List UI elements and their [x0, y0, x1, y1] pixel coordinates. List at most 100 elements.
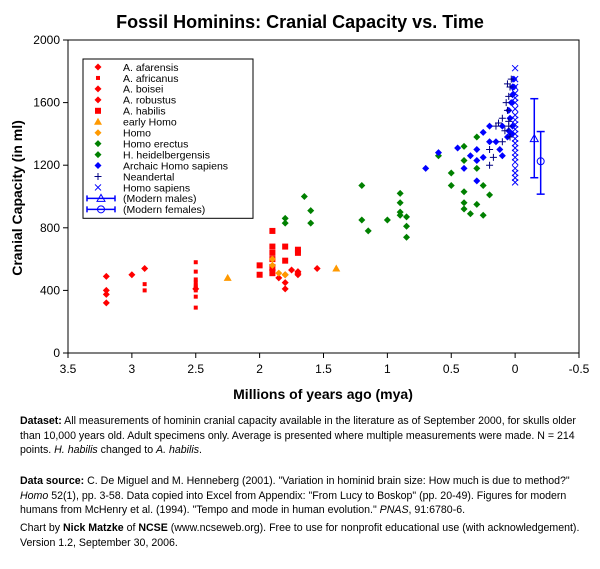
x-tick-label: 3 [129, 362, 136, 376]
archaic-homo-sapiens-point [510, 83, 518, 91]
archaic-homo-sapiens-point [498, 152, 506, 160]
archaic-homo-sapiens-point [454, 144, 462, 152]
early-homo-point [332, 264, 341, 272]
archaic-homo-sapiens-point [466, 152, 474, 160]
homo-erectus-point [396, 211, 404, 219]
dataset-caption: Dataset: All measurements of hominin cra… [20, 414, 590, 458]
homo-erectus-point [403, 233, 411, 241]
neandertal-point [486, 161, 494, 169]
homo-point [268, 261, 276, 269]
a-habilis-point [294, 249, 301, 256]
y-tick-label: 1600 [33, 96, 60, 110]
legend-modern-females-marker [97, 205, 105, 214]
legend-a-habilis-marker [95, 107, 101, 114]
source-journal-1: Homo [20, 489, 49, 502]
legend-archaic-homo-sapiens-marker [94, 162, 102, 170]
a-africanus-point [193, 294, 198, 299]
y-tick-label: 0 [53, 346, 60, 360]
homo-erectus-point [383, 216, 391, 224]
legend-a-afarensis-label: A. afarensis [123, 62, 178, 74]
homo-erectus-point [396, 189, 404, 197]
a-habilis-point [256, 262, 263, 269]
a-habilis-point [282, 257, 289, 264]
homo-erectus-point [358, 216, 366, 224]
homo-erectus-point [460, 188, 468, 196]
homo-erectus-point [479, 211, 487, 219]
y-tick-label: 2000 [33, 33, 60, 47]
source-journal-2: PNAS [379, 504, 409, 517]
neandertal-point [505, 117, 513, 125]
archaic-homo-sapiens-point [473, 157, 481, 165]
neandertal-point [507, 75, 515, 83]
legend-modern-females-label: (Modern females) [123, 204, 205, 216]
archaic-homo-sapiens-point [505, 127, 513, 135]
y-axis-label: Cranial Capacity (in ml) [9, 120, 25, 276]
legend-modern-males-label: (Modern males) [123, 193, 197, 205]
x-tick-label: 2 [256, 362, 263, 376]
a-africanus-point [193, 280, 198, 285]
legend-a-africanus-marker [96, 75, 100, 80]
legend-a-afarensis-marker [94, 63, 102, 71]
neandertal-point [502, 99, 510, 107]
a-afarensis-point [102, 286, 110, 294]
credit-text-2: of [123, 522, 139, 534]
a-afarensis-point [102, 299, 110, 307]
chart-title: Fossil Hominins: Cranial Capacity vs. Ti… [116, 12, 484, 32]
archaic-homo-sapiens-point [479, 128, 487, 136]
homo-erectus-point [307, 219, 315, 227]
archaic-homo-sapiens-point [486, 122, 494, 130]
a-africanus-point [142, 282, 147, 287]
homo-point [268, 255, 276, 263]
credit-text-3: (www.ncseweb.org). Free to use for nonpr… [20, 522, 580, 549]
homo-sapiens-point [511, 83, 519, 91]
homo-erectus-point [403, 213, 411, 221]
a-afarensis-point [102, 290, 110, 298]
homo-point [275, 269, 283, 277]
homo-erectus-point [300, 193, 308, 200]
archaic-homo-sapiens-point [486, 138, 494, 146]
source-label: Data source: [20, 475, 85, 487]
y-tick-label: 1200 [33, 158, 60, 172]
neandertal-point [505, 92, 513, 100]
neandertal-point [501, 127, 509, 135]
legend-a-habilis-label: A. habilis [123, 106, 166, 118]
credit-author: Nick Matzke [62, 522, 124, 534]
dataset-label: Dataset: [20, 415, 62, 427]
a-boisei-point [281, 285, 289, 293]
legend-neandertal-marker [94, 173, 102, 180]
a-afarensis-point [141, 264, 149, 272]
a-boisei-point [281, 279, 289, 287]
x-tick-label: 0.5 [443, 362, 460, 376]
homo-erectus-point [473, 200, 481, 208]
homo-sapiens-point [511, 75, 519, 83]
archaic-homo-sapiens-point [498, 122, 506, 130]
a-robustus-point [294, 268, 302, 276]
a-habilis-point [294, 246, 301, 253]
a-boisei-point [192, 285, 200, 293]
homo-sapiens-point [511, 158, 519, 166]
a-habilis-point [282, 243, 289, 250]
legend-early-homo-label: early Homo [123, 117, 177, 129]
legend-a-boisei-label: A. boisei [123, 84, 163, 96]
homo-erectus-point [396, 199, 404, 207]
credit-caption: Chart by Nick Matzke of NCSE (www.ncsewe… [20, 521, 590, 550]
x-tick-label: 2.5 [187, 362, 204, 376]
x-tick-label: 3.5 [60, 362, 77, 376]
scatter-chart: Fossil Hominins: Cranial Capacity vs. Ti… [9, 12, 590, 402]
homo-sapiens-point [511, 105, 519, 113]
data-points [102, 64, 545, 310]
dataset-text-1: All measurements of hominin cranial capa… [20, 415, 576, 457]
homo-erectus-point [486, 191, 494, 199]
a-africanus-point [142, 288, 147, 293]
y-tick-label: 800 [40, 221, 60, 235]
x-axis: 3.5 3 2.5 2 1.5 1 0.5 0 -0.5 [60, 353, 590, 376]
a-afarensis-point [102, 272, 110, 280]
archaic-homo-sapiens-point [473, 177, 481, 185]
source-caption: Data source: C. De Miguel and M. Hennebe… [20, 474, 590, 518]
legend-homo-erectus-marker [94, 140, 102, 148]
credit-text-1: Chart by [20, 522, 63, 534]
modern-males-point [529, 133, 540, 143]
homo-erectus-point [473, 164, 481, 172]
legend-h-heidelbergensis-label: H. heidelbergensis [123, 149, 210, 161]
